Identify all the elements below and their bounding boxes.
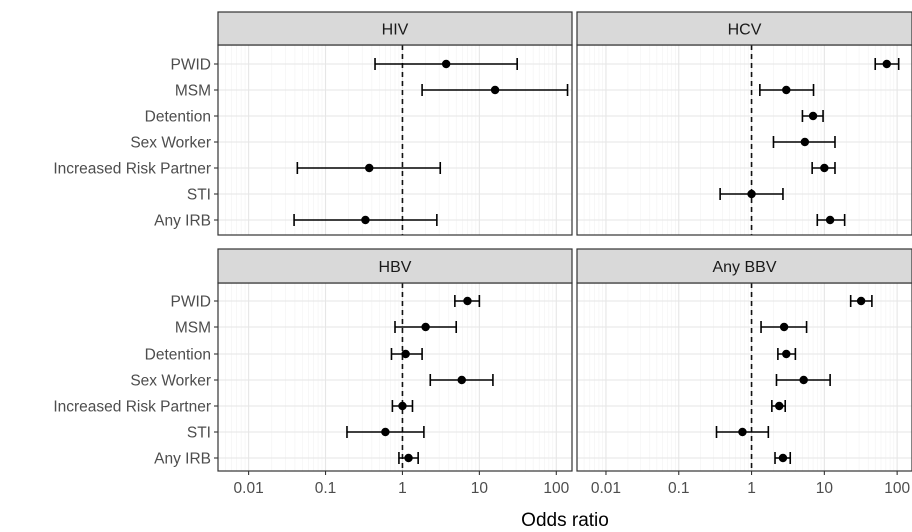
y-tick-label: Sex Worker	[130, 373, 211, 390]
point-estimate	[398, 401, 407, 411]
point-estimate	[361, 215, 370, 225]
facet-strip	[217, 11, 573, 46]
estimate-sex-worker	[775, 374, 831, 386]
y-tick-label: STI	[187, 425, 211, 442]
point-estimate	[738, 427, 747, 437]
estimate-increased-risk-partner	[296, 162, 442, 174]
point-estimate	[747, 189, 756, 199]
point-estimate	[799, 375, 808, 385]
point-estimate	[782, 349, 791, 359]
point-estimate	[775, 401, 784, 411]
estimate-any-irb	[816, 214, 846, 226]
estimate-msm	[394, 321, 458, 333]
y-tick-label: Detention	[145, 109, 211, 126]
estimate-pwid	[454, 295, 481, 307]
y-tick-label: Increased Risk Partner	[53, 399, 211, 416]
point-estimate	[779, 322, 789, 332]
point-estimate	[820, 163, 829, 173]
y-tick-label: MSM	[175, 83, 211, 100]
x-axis-title: Odds ratio	[521, 510, 609, 531]
estimate-increased-risk-partner	[771, 400, 787, 412]
point-estimate	[778, 453, 788, 463]
estimate-increased-risk-partner	[811, 162, 836, 174]
estimate-pwid	[849, 295, 873, 307]
estimate-sti	[346, 426, 425, 438]
point-estimate	[882, 59, 891, 69]
point-estimate	[421, 322, 430, 332]
estimate-msm	[759, 84, 815, 96]
x-tick-label: 100	[543, 480, 569, 497]
estimate-msm	[760, 321, 808, 333]
facet-strip	[217, 248, 573, 284]
x-tick-label: 100	[884, 480, 910, 497]
panel-hiv: HIV PWID MSM Detention Sex Worker Increased R…	[53, 11, 573, 236]
estimate-any-irb	[293, 214, 438, 226]
estimate-detention	[390, 348, 423, 360]
estimate-sex-worker	[429, 374, 494, 386]
point-estimate	[808, 111, 818, 121]
x-tick-label: 1	[747, 480, 756, 497]
x-tick-label: 0.1	[315, 480, 337, 497]
point-estimate	[381, 427, 390, 437]
point-estimate	[782, 85, 791, 95]
y-tick-label: PWID	[171, 294, 211, 311]
panel-hbv: HBV PWID MSM Detention Sex Worker Increased R…	[53, 248, 573, 497]
point-estimate	[490, 85, 500, 95]
y-tick-label: MSM	[175, 320, 211, 337]
panel-any-bbv: Any BBV 0.01 0.1 1 10 100	[576, 248, 912, 497]
estimate-sex-worker	[772, 136, 836, 148]
estimate-detention	[777, 348, 797, 360]
y-tick-label: Any IRB	[154, 451, 211, 468]
y-tick-label: PWID	[171, 57, 211, 74]
point-estimate	[401, 349, 410, 359]
facet-strip	[576, 11, 912, 46]
estimate-any-irb	[398, 452, 419, 464]
facet-title: Any BBV	[712, 259, 776, 276]
facet-title: HIV	[382, 22, 409, 39]
point-estimate	[463, 296, 472, 306]
point-estimate	[365, 163, 374, 173]
point-estimate	[457, 375, 466, 385]
estimate-detention	[801, 110, 824, 122]
x-tick-label: 0.01	[234, 480, 264, 497]
point-estimate	[404, 453, 413, 463]
estimate-pwid	[874, 58, 900, 70]
estimate-any-irb	[774, 452, 792, 464]
y-tick-label: STI	[187, 187, 211, 204]
estimate-pwid	[374, 58, 518, 70]
estimate-sti	[715, 426, 770, 438]
y-tick-label: Increased Risk Partner	[53, 161, 211, 178]
facet-strip	[576, 248, 912, 284]
x-tick-label: 0.01	[591, 480, 621, 497]
panel-hcv: HCV	[576, 11, 912, 236]
point-estimate	[800, 137, 810, 147]
x-tick-label: 1	[398, 480, 407, 497]
point-estimate	[856, 296, 866, 306]
point-estimate	[441, 59, 451, 69]
y-tick-label: Any IRB	[154, 213, 211, 230]
estimate-increased-risk-partner	[391, 400, 414, 412]
facet-title: HCV	[728, 22, 762, 39]
point-estimate	[825, 215, 835, 225]
x-tick-label: 10	[816, 480, 834, 497]
x-tick-label: 10	[471, 480, 489, 497]
y-tick-label: Sex Worker	[130, 135, 211, 152]
y-tick-label: Detention	[145, 347, 211, 364]
estimate-sti	[719, 188, 784, 200]
estimate-msm	[421, 84, 569, 96]
facet-title: HBV	[379, 259, 412, 276]
x-tick-label: 0.1	[668, 480, 690, 497]
